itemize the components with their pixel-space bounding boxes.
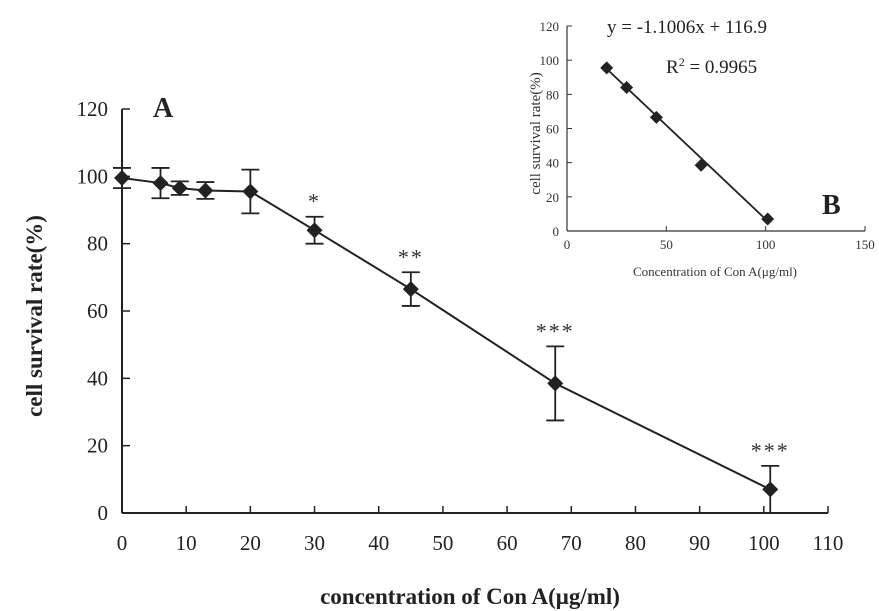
inset-chart: 0 20 40 60 80 100 120 0 50 100 150 B y = -1.1006x … xyxy=(528,17,875,279)
main-x-tick-label: 100 xyxy=(748,531,780,555)
main-y-tick-label: 20 xyxy=(87,434,108,458)
main-x-tick-label: 0 xyxy=(117,531,128,555)
main-data-point xyxy=(762,481,779,498)
inset-x-tick-label: 100 xyxy=(756,237,776,252)
main-data-point xyxy=(306,222,323,239)
inset-fit-line xyxy=(602,64,771,224)
inset-data-point xyxy=(600,61,614,75)
main-data-point xyxy=(402,281,419,298)
inset-marks xyxy=(600,61,775,226)
main-significance-label: * xyxy=(308,189,321,214)
main-significance-label: ** xyxy=(398,244,424,269)
main-y-tick-label: 40 xyxy=(87,366,108,390)
main-x-tick-label: 60 xyxy=(497,531,518,555)
main-y-axis-label: cell survival rate(%) xyxy=(22,215,47,417)
inset-y-tick-label: 100 xyxy=(540,53,560,68)
main-significance-label: *** xyxy=(536,318,575,343)
main-marks: ********* xyxy=(113,167,790,514)
main-ticks: 0 20 40 60 80 100 120 0 10 20 30 40 50 60 70 80 90 100 110 xyxy=(77,97,844,555)
inset-y-tick-label: 80 xyxy=(546,87,559,102)
inset-x-tick-label: 0 xyxy=(564,237,571,252)
inset-y-tick-label: 120 xyxy=(540,19,560,34)
main-y-tick-label: 80 xyxy=(87,232,108,256)
main-x-tick-label: 10 xyxy=(176,531,197,555)
main-data-point xyxy=(171,180,188,197)
inset-y-axis-label: cell survival rate(%) xyxy=(528,72,544,194)
main-y-tick-label: 0 xyxy=(98,501,109,525)
main-x-tick-label: 90 xyxy=(689,531,710,555)
main-y-tick-label: 120 xyxy=(77,97,109,121)
inset-panel-label: B xyxy=(822,190,841,221)
inset-x-tick-label: 50 xyxy=(660,237,673,252)
main-series-line xyxy=(121,177,771,491)
main-panel-label: A xyxy=(153,93,174,124)
main-x-tick-label: 70 xyxy=(561,531,582,555)
main-data-point xyxy=(114,170,130,187)
main-data-point xyxy=(547,375,564,392)
main-x-tick-label: 40 xyxy=(368,531,389,555)
inset-data-point xyxy=(694,158,708,172)
main-x-tick-label: 30 xyxy=(304,531,325,555)
inset-ticks: 0 20 40 60 80 100 120 0 50 100 150 xyxy=(540,19,875,252)
inset-data-point xyxy=(620,81,634,94)
inset-y-tick-label: 40 xyxy=(546,156,559,171)
main-significance-label: *** xyxy=(751,438,790,463)
main-x-axis-label: concentration of Con A(μg/ml) xyxy=(320,584,620,609)
main-x-tick-label: 50 xyxy=(432,531,453,555)
main-data-point xyxy=(197,182,214,199)
inset-equation: y = -1.1006x + 116.9 xyxy=(607,17,767,38)
main-data-point xyxy=(242,183,259,200)
inset-y-tick-label: 60 xyxy=(546,122,559,137)
main-y-tick-label: 60 xyxy=(87,299,108,323)
main-x-tick-label: 80 xyxy=(625,531,646,555)
inset-data-point xyxy=(649,110,663,124)
inset-data-point xyxy=(761,212,775,226)
main-x-tick-label: 110 xyxy=(813,531,844,555)
inset-x-tick-label: 150 xyxy=(855,237,875,252)
inset-x-axis-label: Concentration of Con A(μg/ml) xyxy=(633,264,797,279)
main-chart: 0 20 40 60 80 100 120 0 10 20 30 40 50 60 70 80 90 100 110… xyxy=(22,93,843,609)
inset-y-tick-label: 20 xyxy=(546,190,559,205)
main-data-point xyxy=(152,175,169,192)
main-y-tick-label: 100 xyxy=(77,164,109,188)
main-x-tick-label: 20 xyxy=(240,531,261,555)
inset-r-squared: R2 = 0.9965 xyxy=(666,55,757,78)
inset-y-tick-label: 0 xyxy=(553,224,560,239)
